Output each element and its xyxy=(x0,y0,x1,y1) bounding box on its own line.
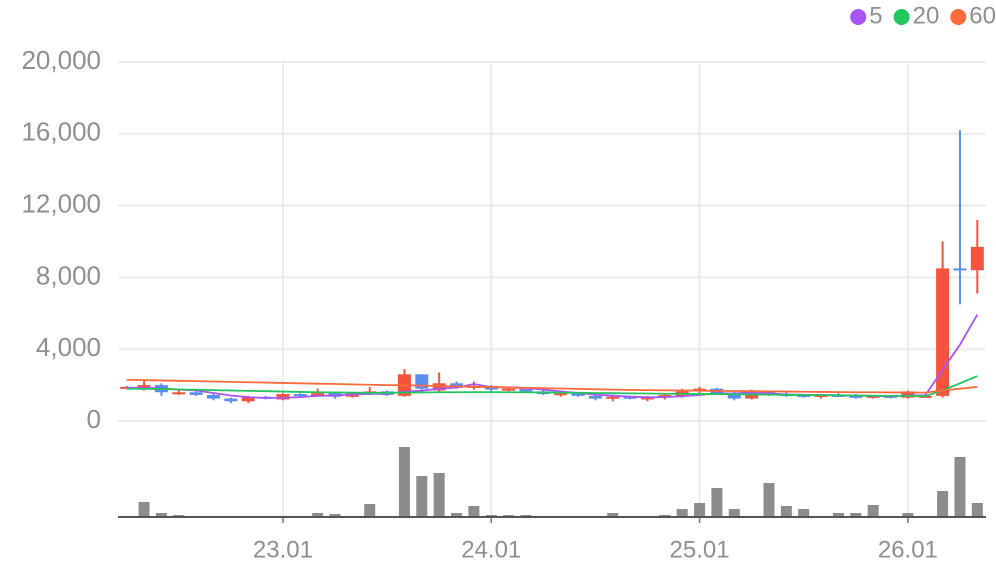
y-tick-label: 0 xyxy=(87,404,101,434)
volume-bar xyxy=(138,502,150,517)
x-tick-label: 23.01 xyxy=(253,536,313,563)
candle-body xyxy=(206,394,220,399)
volume-bar xyxy=(937,491,949,517)
candle-body xyxy=(797,394,811,397)
y-tick-label: 20,000 xyxy=(21,45,101,75)
y-tick-label: 16,000 xyxy=(21,117,101,147)
candle-body xyxy=(172,392,186,395)
candle-body xyxy=(276,394,290,400)
legend-marker xyxy=(850,9,867,25)
candle-body xyxy=(658,394,672,397)
x-tick-label: 26.01 xyxy=(878,536,938,563)
volume-bar xyxy=(954,457,966,517)
volume-bar xyxy=(398,447,410,517)
volume-bar xyxy=(867,505,879,517)
candle-body xyxy=(571,393,585,396)
legend-marker xyxy=(950,9,967,25)
candle-body xyxy=(293,394,307,397)
x-tick-label: 25.01 xyxy=(670,536,730,563)
candle-body xyxy=(606,396,620,399)
volume-bar xyxy=(468,506,480,517)
volume-bar xyxy=(763,483,775,517)
volume-bar xyxy=(416,476,428,517)
ma-line xyxy=(126,378,978,394)
candle-body xyxy=(554,393,568,396)
candle-body xyxy=(849,395,863,398)
candle-body xyxy=(224,398,238,402)
volume-bar xyxy=(850,513,862,517)
volume-bar xyxy=(711,488,723,517)
candle-body xyxy=(727,394,741,399)
legend-marker xyxy=(893,9,910,25)
candle-body xyxy=(623,396,637,399)
y-tick-label: 12,000 xyxy=(21,188,101,218)
y-tick-label: 4,000 xyxy=(36,332,101,362)
volume-bar xyxy=(433,473,445,517)
legend-label: 20 xyxy=(913,2,940,29)
volume-bar xyxy=(728,509,740,517)
candle-body xyxy=(866,395,880,398)
candle-body xyxy=(189,392,203,395)
candle-body xyxy=(502,388,516,391)
candle-body xyxy=(970,246,984,271)
candle-body xyxy=(137,385,151,388)
candle-body xyxy=(120,386,134,389)
volume-bar xyxy=(832,513,844,517)
x-tick-label: 24.01 xyxy=(461,536,521,563)
volume-bar xyxy=(798,509,810,517)
candle-body xyxy=(519,388,533,392)
legend-label: 60 xyxy=(969,2,996,29)
legend-label: 5 xyxy=(869,2,882,29)
volume-bar xyxy=(902,513,914,517)
ma-line xyxy=(126,314,979,399)
candle-body xyxy=(953,268,967,271)
volume-bar xyxy=(694,503,706,517)
volume-bar xyxy=(451,513,463,517)
candle-body xyxy=(311,393,325,396)
volume-bar xyxy=(364,504,376,517)
candle-body xyxy=(588,395,602,399)
volume-bar xyxy=(780,506,792,517)
volume-bar xyxy=(329,514,341,517)
volume-bar xyxy=(312,513,324,517)
candle-body xyxy=(241,396,255,402)
volume-bar xyxy=(155,513,167,517)
volume-bar xyxy=(607,513,619,517)
ma-line xyxy=(126,375,978,397)
volume-bar xyxy=(676,509,688,517)
y-tick-label: 8,000 xyxy=(36,260,101,290)
candle-body xyxy=(901,391,915,398)
volume-bar xyxy=(971,503,983,517)
